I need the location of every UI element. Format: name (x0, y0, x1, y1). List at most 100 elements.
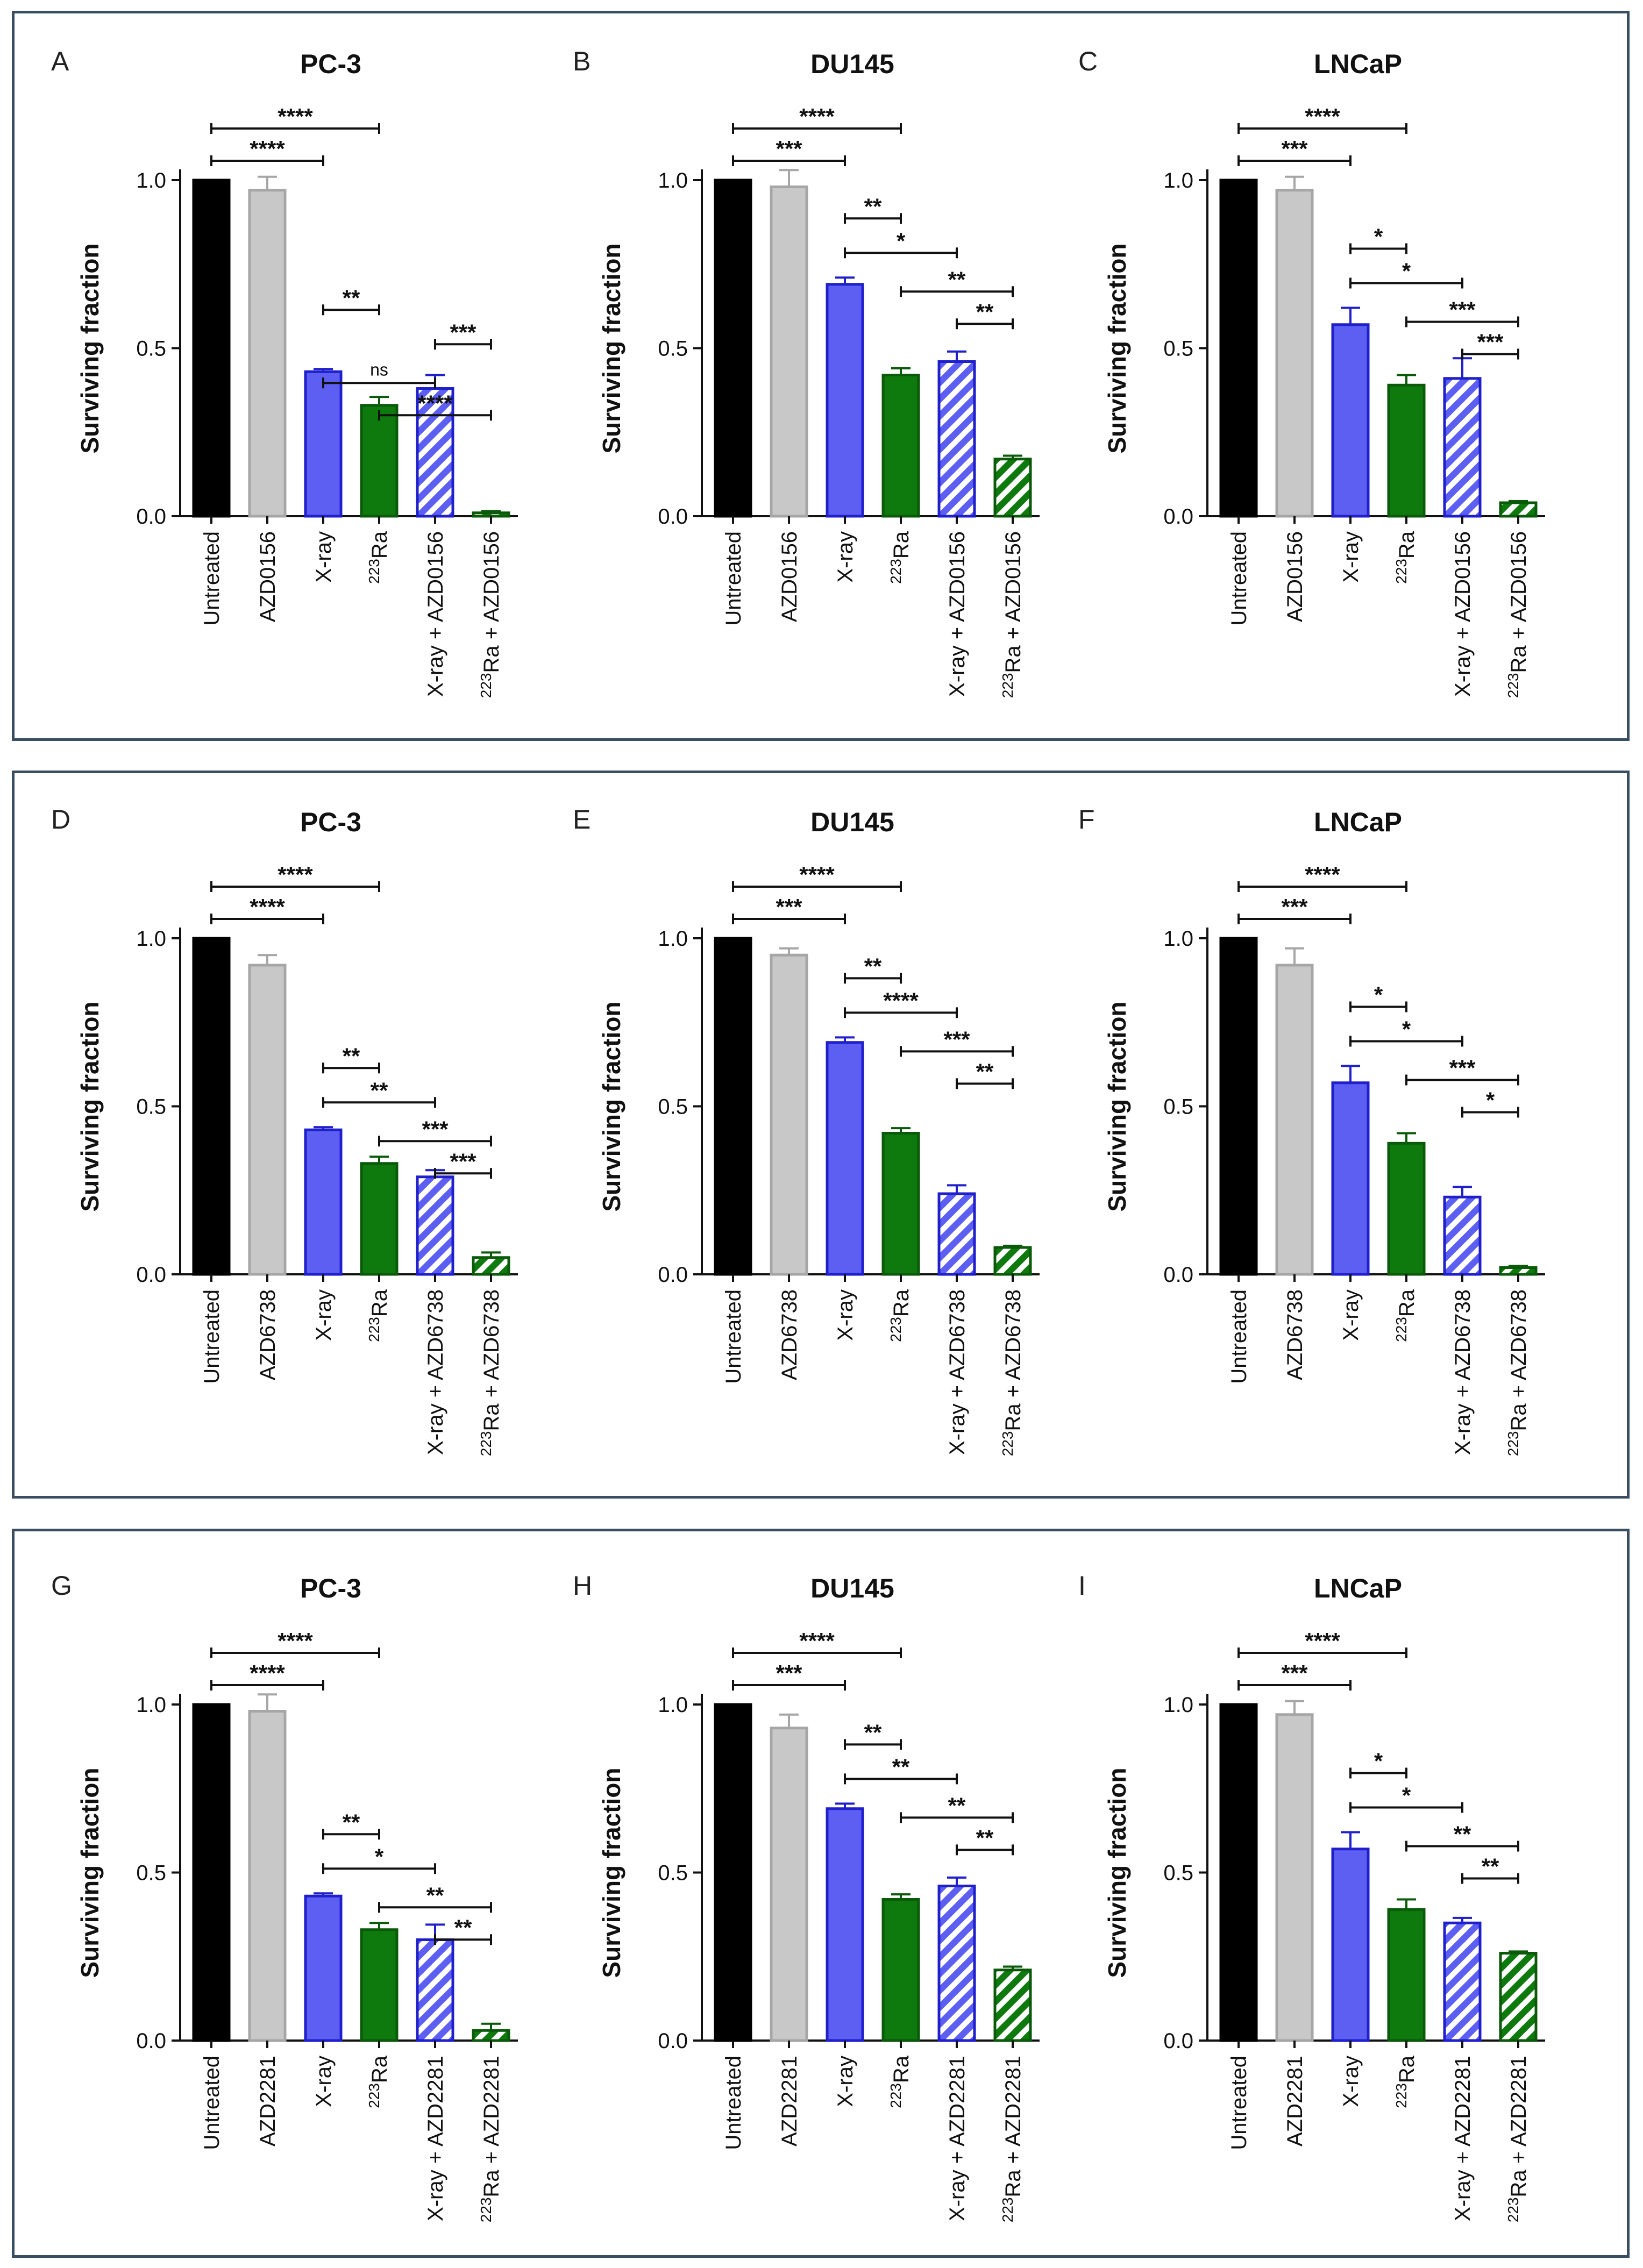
category-text: Ra + AZD2281 (480, 2056, 503, 2198)
y-tick-label: 0.5 (658, 1095, 688, 1119)
x-tick-label: 223Ra (887, 2055, 913, 2108)
bar-4 (881, 374, 920, 518)
panel-letter: A (51, 46, 69, 76)
bar-6 (993, 458, 1032, 518)
y-tick-label: 1.0 (658, 169, 688, 192)
x-tick-label: Untreated (722, 2056, 745, 2150)
isotope-superscript: 223 (887, 1317, 904, 1342)
significance-bracket: * (844, 228, 958, 259)
significance-label: *** (1281, 894, 1308, 919)
y-tick-label: 0.5 (136, 337, 166, 361)
significance-label: *** (776, 136, 802, 161)
significance-bracket: * (1349, 259, 1463, 289)
chart-title: LNCaP (1314, 1573, 1402, 1603)
significance-label: **** (278, 862, 313, 887)
category-text: Ra (368, 1289, 392, 1317)
bar-3 (304, 1128, 343, 1276)
significance-label: ** (948, 267, 966, 292)
significance-bracket: ** (844, 1720, 902, 1750)
bar-4 (360, 404, 399, 518)
bar-1 (1219, 937, 1258, 1276)
isotope-superscript: 223 (1505, 2198, 1521, 2223)
x-tick-label: 223Ra (887, 1289, 913, 1342)
significance-label: ** (454, 1915, 472, 1940)
category-text: Ra + AZD0156 (1001, 531, 1025, 673)
y-tick-label: 0.0 (658, 505, 688, 529)
x-tick-label: 223Ra + AZD0156 (999, 531, 1025, 698)
bar-2 (770, 953, 808, 1276)
bar-2 (1275, 964, 1314, 1276)
significance-label: * (1486, 1088, 1495, 1113)
panel-letter: F (1078, 804, 1095, 835)
y-tick-label: 0.0 (658, 1263, 688, 1287)
significance-label: **** (250, 894, 285, 919)
chart-title: PC-3 (300, 49, 361, 79)
x-tick-label: X-ray + AZD0156 (424, 531, 447, 697)
chart-title: LNCaP (1314, 49, 1402, 79)
significance-bracket: ** (844, 953, 902, 984)
significance-label: **** (250, 1660, 285, 1686)
chart-title: LNCaP (1314, 807, 1402, 837)
significance-bracket: * (1349, 1783, 1463, 1813)
y-tick-label: 0.5 (136, 1095, 166, 1119)
x-tick-label: X-ray (312, 531, 336, 583)
y-tick-label: 0.5 (658, 1862, 688, 1885)
bar-1 (1219, 1703, 1258, 2042)
bar-6 (472, 1256, 510, 1276)
y-tick-label: 0.0 (1163, 1263, 1193, 1287)
significance-bracket: *** (732, 1660, 846, 1691)
bar-4 (1387, 1908, 1426, 2042)
bar-1 (192, 179, 231, 518)
x-tick-label: X-ray + AZD2281 (424, 2056, 447, 2221)
bar-6 (1499, 1266, 1538, 1276)
x-tick-label: AZD2281 (778, 2056, 801, 2146)
significance-bracket: **** (378, 390, 492, 421)
bar-2 (770, 186, 808, 518)
category-text: Ra + AZD0156 (1507, 531, 1531, 673)
y-tick-label: 1.0 (1163, 169, 1193, 192)
y-tick-label: 0.0 (658, 2029, 688, 2053)
bar-2 (248, 964, 287, 1276)
y-tick-label: 1.0 (1163, 927, 1193, 951)
x-tick-label: X-ray + AZD6738 (1451, 1289, 1475, 1455)
x-tick-label: Untreated (200, 1289, 224, 1384)
panel-letter: E (573, 804, 591, 835)
y-tick-label: 0.0 (1163, 505, 1193, 529)
significance-label: **** (278, 104, 313, 129)
significance-label: **** (1305, 104, 1340, 129)
significance-bracket: *** (1237, 1660, 1352, 1691)
bar-1 (1219, 179, 1258, 518)
significance-bracket: ** (844, 194, 902, 224)
x-tick-label: X-ray + AZD2281 (1451, 2056, 1475, 2221)
bar-1 (714, 937, 752, 1276)
panel-letter: H (573, 1571, 593, 1601)
significance-label: * (1402, 1017, 1411, 1042)
isotope-superscript: 223 (999, 1431, 1016, 1457)
x-tick-label: 223Ra + AZD0156 (1505, 531, 1531, 698)
x-tick-label: X-ray + AZD2281 (945, 2056, 969, 2221)
y-tick-label: 0.5 (1163, 1862, 1193, 1885)
category-text: Ra + AZD0156 (480, 531, 503, 673)
bar-1 (192, 937, 231, 1276)
bar-4 (1387, 383, 1426, 518)
bar-5 (416, 1175, 454, 1276)
significance-bracket: ** (900, 1793, 1014, 1823)
significance-bracket: **** (210, 894, 324, 924)
category-text: Ra (368, 2055, 392, 2083)
significance-label: ** (343, 1809, 360, 1835)
significance-label: *** (1477, 330, 1504, 355)
significance-bracket: **** (1237, 104, 1407, 134)
x-tick-label: X-ray + AZD6738 (424, 1289, 447, 1455)
significance-bracket: ** (900, 267, 1014, 297)
significance-label: ** (864, 953, 882, 979)
chart-panel-E: E DU145 Surviving fraction 0.0 0.5 1.0 Untreat… (540, 782, 1046, 1481)
significance-bracket: ns (322, 360, 436, 389)
significance-bracket: ** (378, 1882, 492, 1913)
x-tick-label: 223Ra + AZD0156 (478, 531, 503, 698)
x-tick-label: AZD0156 (1283, 531, 1307, 622)
significance-label: ** (864, 194, 882, 219)
y-tick-label: 1.0 (658, 1693, 688, 1717)
